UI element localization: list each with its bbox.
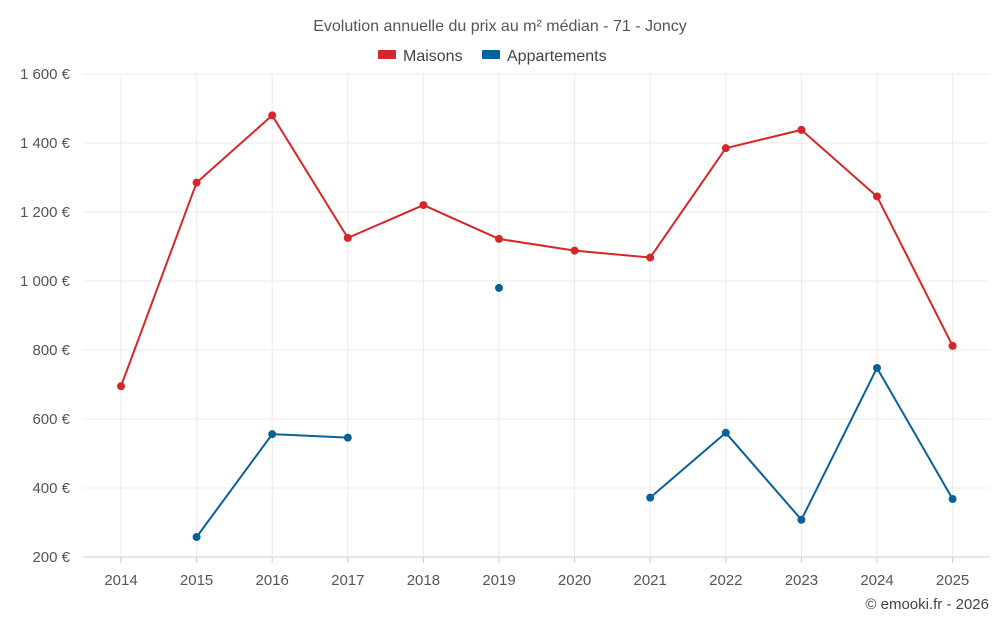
y-tick-label: 1 400 €: [20, 135, 71, 152]
data-point: [570, 246, 579, 255]
legend-item-appartements: Appartements: [482, 48, 607, 65]
y-tick-label: 800 €: [32, 342, 70, 359]
y-tick-label: 1 600 €: [20, 66, 71, 83]
series-group: [117, 111, 957, 541]
data-point: [797, 125, 806, 134]
y-tick-label: 400 €: [32, 480, 70, 497]
data-point: [268, 430, 277, 439]
grid: [83, 73, 990, 563]
x-tick-label: 2020: [558, 572, 591, 589]
x-axis: 2014 2015 2016 2017 2018 2019 2020 2021 2022 2023…: [104, 572, 969, 589]
data-point: [495, 234, 503, 243]
data-point: [343, 433, 352, 442]
x-tick-label: 2021: [634, 572, 667, 589]
x-tick-label: 2022: [709, 572, 742, 589]
data-point: [948, 495, 957, 504]
credit-text: © emooki.fr - 2026: [865, 596, 989, 613]
series-maisons: [117, 111, 957, 391]
x-tick-label: 2024: [860, 572, 893, 589]
x-tick-label: 2019: [482, 572, 515, 589]
x-tick-label: 2017: [331, 572, 364, 589]
legend-swatch: [378, 50, 396, 59]
data-point: [721, 428, 730, 437]
data-point: [495, 283, 503, 292]
x-tick-label: 2014: [104, 572, 137, 589]
data-point: [268, 111, 277, 120]
data-point: [646, 253, 655, 262]
y-tick-label: 600 €: [32, 411, 70, 428]
series-appartements: [192, 283, 957, 541]
y-tick-label: 200 €: [32, 549, 70, 566]
data-point: [873, 192, 881, 201]
data-point: [873, 363, 881, 372]
data-point: [343, 233, 352, 242]
data-point: [117, 382, 125, 391]
legend-swatch: [482, 50, 500, 59]
x-tick-label: 2025: [936, 572, 969, 589]
legend: Maisons Appartements: [378, 48, 607, 65]
data-point: [646, 493, 655, 502]
legend-item-maisons: Maisons: [378, 48, 463, 65]
data-point: [419, 201, 428, 210]
y-tick-label: 1 000 €: [20, 273, 71, 290]
data-point: [721, 144, 730, 153]
y-tick-label: 1 200 €: [20, 204, 71, 221]
x-tick-label: 2016: [256, 572, 289, 589]
series-line: [120, 114, 954, 387]
data-point: [192, 532, 201, 541]
chart-title: Evolution annuelle du prix au m² médian …: [313, 18, 687, 35]
x-tick-label: 2015: [180, 572, 213, 589]
data-point: [192, 178, 201, 187]
y-axis: 200 € 400 € 600 € 800 € 1 000 € 1 200 € 1 400 …: [20, 66, 71, 566]
legend-label: Appartements: [507, 48, 607, 65]
legend-label: Maisons: [403, 48, 463, 65]
data-point: [948, 341, 957, 350]
x-tick-label: 2018: [407, 572, 440, 589]
x-tick-label: 2023: [785, 572, 818, 589]
data-point: [797, 515, 806, 524]
